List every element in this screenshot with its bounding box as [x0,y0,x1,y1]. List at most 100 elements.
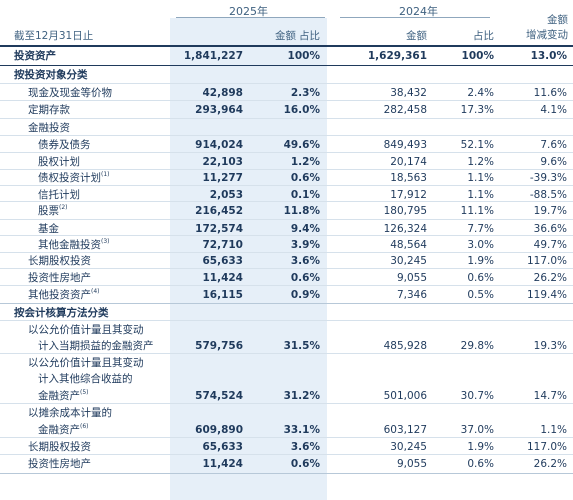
change-cell: 19.3% [533,340,567,352]
table-row: 现金及现金等价物 42,898 2.3% 38,432 2.4% 11.6% [0,85,573,102]
row-label-text: 投资性房地产 [28,458,91,470]
ratio-2024-cell: 100% [461,50,494,62]
row-label: 股票(2) [38,203,68,220]
change-cell: 1.1% [540,424,567,436]
ratio-2024-cell: 1.1% [467,172,494,184]
change-header: 金额 增减变动 [508,12,568,42]
row-label: 定期存款 [28,102,70,119]
table-row: 投资性房地产 11,424 0.6% 9,055 0.6% 26.2% [0,456,573,473]
row-divider [0,83,573,84]
ratio-2024-cell: 52.1% [460,139,494,151]
amount-2024-cell: 30,245 [390,255,427,267]
row-label-text: 以公允价值计量且其变动 [28,357,144,369]
footnote-marker: (6) [80,423,89,430]
section-divider [0,473,573,474]
footnote-marker: (1) [101,171,110,178]
row-label-text: 股权计划 [38,156,80,168]
ratio-2025-cell: 2.3% [290,87,320,99]
amount-2024-header: 金额 [406,30,427,42]
row-label: 其他投资资产(4) [28,287,100,304]
ratio-2025-cell: 31.5% [283,340,320,352]
row-label: 其他金融投资(3) [38,237,110,254]
ratio-2024-cell: 0.5% [467,289,494,301]
row-label: 金融投资 [28,120,70,137]
table-row: 股票(2) 216,452 11.8% 180,795 11.1% 19.7% [0,203,573,220]
amount-2025-cell: 11,277 [202,172,243,184]
row-divider [0,219,573,220]
table-row: 以摊余成本计量的 [0,405,573,422]
row-label-text: 按会计核算方法分类 [14,307,109,319]
header-rule [0,45,573,47]
amount-2024-cell: 48,564 [390,239,427,251]
ratio-2025-cell: 0.9% [290,289,320,301]
row-divider [0,169,573,170]
amount-2025-cell: 11,424 [202,272,243,284]
amount-2024-cell: 501,006 [383,390,427,402]
amount-2024-cell: 30,245 [390,441,427,453]
row-label-text: 基金 [38,223,59,235]
row-label: 投资资产 [14,48,56,65]
amount-2024-cell: 9,055 [396,272,427,284]
row-label: 债券及债务 [38,137,91,154]
row-label: 以摊余成本计量的 [28,405,112,422]
row-label: 金融资产(6) [38,422,89,439]
table-row: 金融资产(5) 574,524 31.2% 501,006 30.7% 14.7% [0,388,573,405]
change-cell: 117.0% [526,255,567,267]
change-cell: 13.0% [530,50,567,62]
highlight-2025-column [170,18,327,500]
change-cell: 26.2% [533,458,567,470]
row-label-text: 按投资对象分类 [14,69,88,81]
amount-2024-cell: 282,458 [383,104,427,116]
row-label-text: 金融资产 [38,424,80,436]
table-row: 债券及债务 914,024 49.6% 849,493 52.1% 7.6% [0,137,573,154]
amount-2025-cell: 2,053 [209,189,243,201]
row-label-text: 债权投资计划 [38,172,101,184]
change-cell: 11.6% [533,87,567,99]
amount-2025-cell: 579,756 [195,340,243,352]
ratio-2025-cell: 3.6% [290,441,320,453]
section-divider [0,303,573,304]
ratio-2025-cell: 31.2% [283,390,320,402]
change-cell: 7.6% [540,139,567,151]
amount-2024-cell: 603,127 [383,424,427,436]
amount-2025-cell: 216,452 [195,205,243,217]
ratio-2025-cell: 0.6% [290,458,320,470]
row-label: 投资性房地产 [28,270,91,287]
ratio-2025-cell: 1.2% [290,156,320,168]
ratio-2024-header: 占比 [473,30,494,42]
row-divider [0,454,573,455]
row-divider [0,152,573,153]
amount-2024-cell: 126,324 [383,223,427,235]
table-row: 金融投资 [0,120,573,137]
amount-2025-cell: 16,115 [202,289,243,301]
row-label: 长期股权投资 [28,253,91,270]
ratio-2025-cell: 0.6% [290,272,320,284]
table-row: 按会计核算方法分类 [0,305,573,322]
ratio-2024-cell: 37.0% [460,424,494,436]
ratio-2025-cell: 16.0% [283,104,320,116]
row-label: 计入当期损益的金融资产 [38,338,154,355]
row-label-text: 信托计划 [38,189,80,201]
ratio-2025-cell: 100% [287,50,320,62]
amount-2025-cell: 65,633 [202,255,243,267]
table-row: 投资性房地产 11,424 0.6% 9,055 0.6% 26.2% [0,270,573,287]
row-divider [0,268,573,269]
amount-2025-cell: 574,524 [195,390,243,402]
row-label: 投资性房地产 [28,456,91,473]
year-2024-label: 2024年 [399,5,438,18]
row-divider [0,403,573,404]
row-label-text: 计入其他综合收益的 [38,373,133,385]
table-row: 计入当期损益的金融资产 579,756 31.5% 485,928 29.8% 19.3% [0,338,573,355]
amount-2025-cell: 65,633 [202,441,243,453]
amount-2025-cell: 42,898 [202,87,243,99]
row-label-text: 现金及现金等价物 [28,87,112,99]
ratio-2024-cell: 0.6% [467,272,494,284]
row-label-text: 债券及债务 [38,139,91,151]
section-divider [0,65,573,66]
amount-2024-cell: 17,912 [390,189,427,201]
row-divider [0,252,573,253]
ratio-2025-cell: 0.1% [290,189,320,201]
amount-2025-cell: 11,424 [202,458,243,470]
change-cell: 49.7% [533,239,567,251]
